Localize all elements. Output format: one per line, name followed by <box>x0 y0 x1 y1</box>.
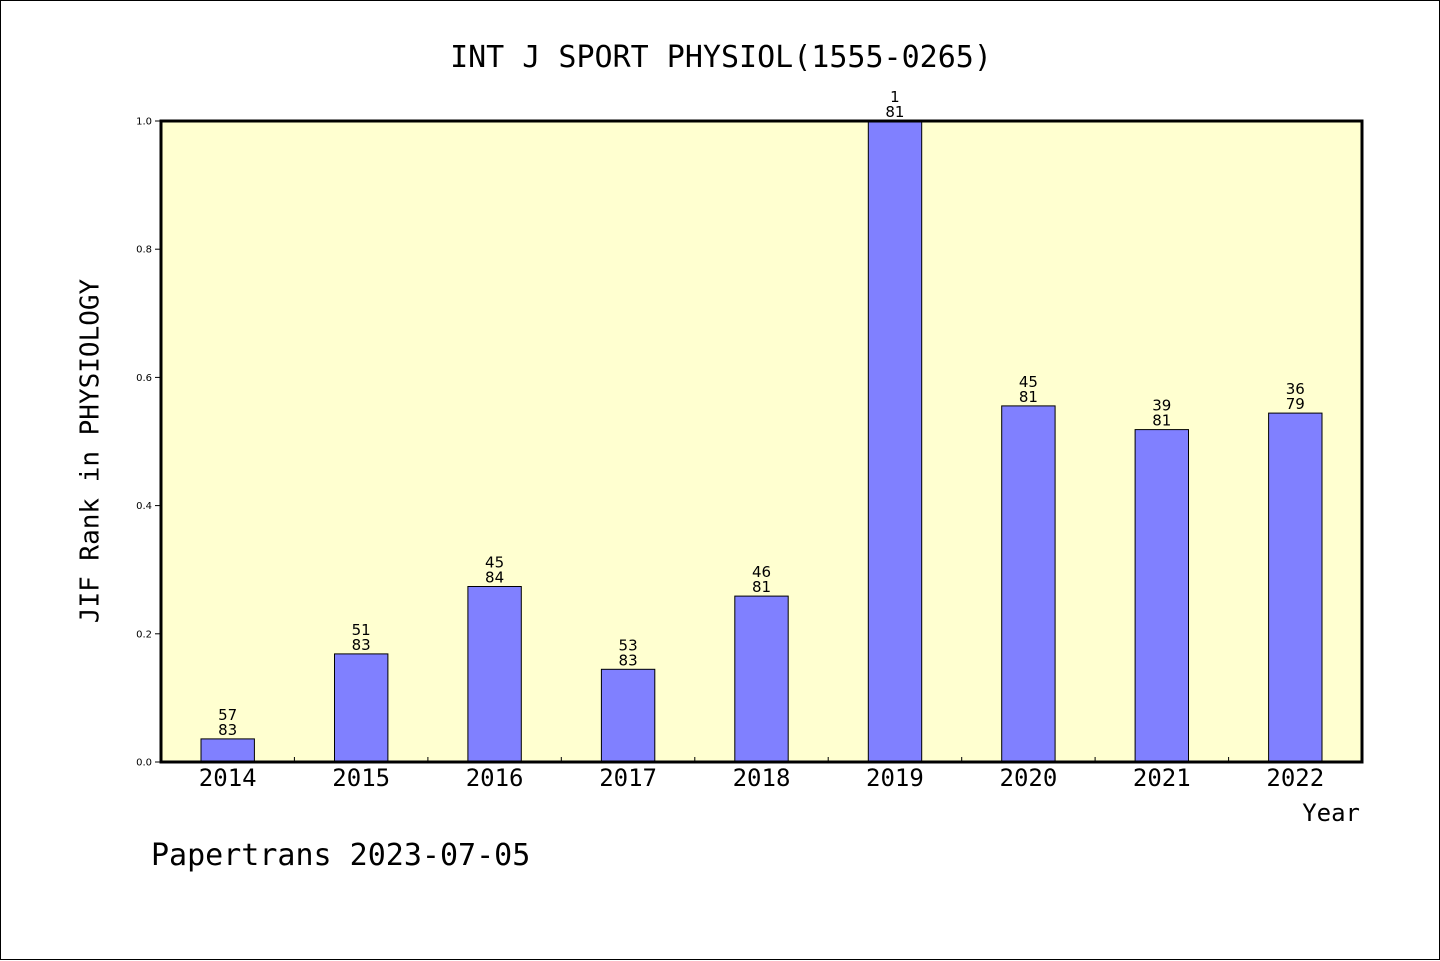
bar-label-rank-2018: 46 <box>752 563 771 581</box>
x-tick-label-2018: 2018 <box>733 764 791 792</box>
y-tick-label: 0.6 <box>136 373 152 384</box>
x-axis-label: Year <box>1302 799 1360 827</box>
x-tick-label-2019: 2019 <box>866 764 924 792</box>
y-tick-label: 0.8 <box>136 245 152 256</box>
bar-label-total-2019: 81 <box>885 103 904 121</box>
bar-2014 <box>200 738 255 763</box>
x-tick-label-2020: 2020 <box>1000 764 1058 792</box>
bar-2018 <box>734 595 789 763</box>
y-axis-label: JIF Rank in PHYSIOLOGY <box>76 278 106 623</box>
bar-2016 <box>467 586 522 763</box>
x-tick-label-2016: 2016 <box>466 764 524 792</box>
bar-label-rank-2019: 1 <box>890 88 900 106</box>
bar-2019 <box>867 120 923 763</box>
y-tick-label: 1.0 <box>136 117 152 128</box>
bar-label-total-2014: 83 <box>218 721 237 739</box>
bar-label-rank-2015: 51 <box>352 621 371 639</box>
bar-label-total-2021: 81 <box>1152 412 1171 430</box>
bar-label-rank-2022: 36 <box>1286 380 1305 398</box>
x-tick-label-2017: 2017 <box>599 764 657 792</box>
bar-label-total-2020: 81 <box>1019 388 1038 406</box>
x-tick-label-2022: 2022 <box>1266 764 1324 792</box>
bar-2017 <box>600 668 656 763</box>
bar-label-rank-2016: 45 <box>485 554 504 572</box>
bar-2021 <box>1134 429 1189 763</box>
y-axis: 0.0 0.2 0.4 0.6 0.8 1.0 <box>136 117 161 769</box>
bars-layer <box>200 120 1323 763</box>
y-tick-label: 0.2 <box>136 629 152 640</box>
chart-title: INT J SPORT PHYSIOL(1555-0265) <box>450 40 992 75</box>
bar-label-rank-2020: 45 <box>1019 373 1038 391</box>
bar-label-total-2022: 79 <box>1286 395 1305 413</box>
bar-2015 <box>334 653 389 763</box>
bar-label-total-2017: 83 <box>619 651 638 669</box>
bar-label-rank-2021: 39 <box>1152 397 1171 415</box>
bar-2020 <box>1001 405 1056 763</box>
y-tick-label: 0.0 <box>136 758 152 769</box>
bar-label-total-2016: 84 <box>485 569 504 587</box>
plot-frame <box>159 119 1364 764</box>
footer-watermark: Papertrans 2023-07-05 <box>151 838 530 873</box>
x-axis: 2014 2015 2016 2017 2018 2019 2020 2021 2022 <box>199 757 1324 792</box>
y-tick-label: 0.4 <box>136 501 152 512</box>
bar-2022 <box>1268 412 1323 763</box>
bar-label-rank-2017: 53 <box>619 636 638 654</box>
x-tick-label-2015: 2015 <box>332 764 390 792</box>
x-tick-label-2014: 2014 <box>199 764 257 792</box>
bar-label-total-2015: 83 <box>352 636 371 654</box>
bar-label-rank-2014: 57 <box>218 706 237 724</box>
x-tick-label-2021: 2021 <box>1133 764 1191 792</box>
bar-label-total-2018: 81 <box>752 578 771 596</box>
